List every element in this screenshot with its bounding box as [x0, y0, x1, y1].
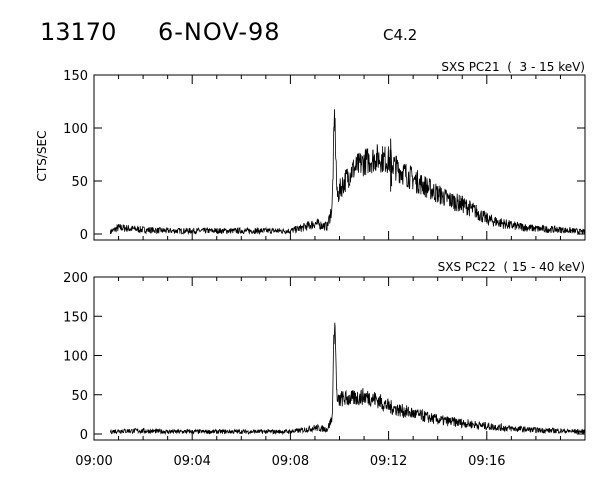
x-tick-label: 09:08	[272, 454, 309, 469]
y-tick-label: 50	[71, 175, 88, 190]
plot-frame	[93, 276, 586, 441]
series-line	[110, 109, 586, 236]
y-tick-label: 150	[63, 69, 88, 84]
y-axis-label: CTS/SEC	[35, 131, 49, 182]
chart-panel-pc21: SXS PC21 ( 3 - 15 keV) CTS/SEC 0 50 100 150	[35, 60, 586, 243]
event-id: 13170	[40, 18, 116, 46]
x-tick-label: 09:12	[370, 454, 407, 469]
plot-frame	[93, 74, 586, 241]
y-tick-label: 0	[80, 428, 88, 443]
y-tick-label: 100	[63, 122, 88, 137]
y-tick-label: 150	[63, 310, 88, 325]
x-tick-label: 09:04	[173, 454, 210, 469]
spike-mark	[390, 138, 393, 192]
chart-panel-pc22: SXS PC22 ( 15 - 40 keV) 0 50 100 150 200 09:…	[63, 260, 586, 469]
panel-title: SXS PC22 ( 15 - 40 keV)	[438, 260, 585, 274]
y-tick-label: 50	[71, 389, 88, 404]
x-tick-label: 09:16	[468, 454, 505, 469]
y-tick-label: 100	[63, 350, 88, 365]
series-line	[110, 322, 586, 436]
panel-title: SXS PC21 ( 3 - 15 keV)	[441, 60, 585, 74]
event-date: 6-NOV-98	[158, 18, 281, 46]
x-tick-label: 09:00	[75, 454, 112, 469]
y-tick-label: 200	[63, 271, 88, 286]
goes-class: C4.2	[383, 26, 417, 44]
y-tick-label: 0	[80, 228, 88, 243]
